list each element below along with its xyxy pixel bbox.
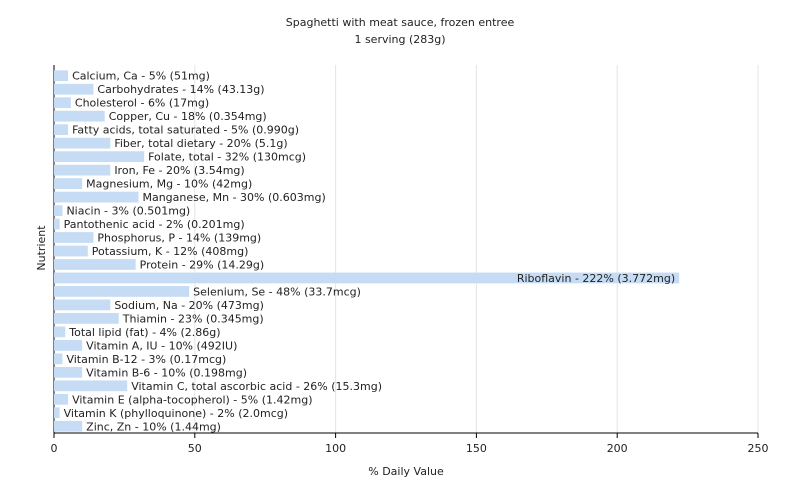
bar (54, 245, 88, 257)
bar (54, 124, 69, 136)
chart-title: Spaghetti with meat sauce, frozen entree (286, 16, 515, 29)
bar (54, 313, 119, 324)
x-tick-label: 0 (51, 442, 58, 455)
bar (54, 110, 105, 122)
data-label: Carbohydrates - 14% (43.13g) (97, 83, 264, 96)
data-label: Vitamin A, IU - 10% (492IU) (86, 339, 237, 352)
bar (54, 137, 111, 149)
data-label: Copper, Cu - 18% (0.354mg) (109, 110, 267, 123)
data-label: Thiamin - 23% (0.345mg) (122, 312, 264, 325)
bar (54, 353, 63, 365)
data-label: Vitamin K (phylloquinone) - 2% (2.0mcg) (64, 407, 288, 420)
x-tick-label: 100 (325, 442, 346, 455)
data-label: Riboflavin - 222% (3.772mg) (517, 272, 675, 285)
data-label: Vitamin E (alpha-tocopherol) - 5% (1.42m… (72, 393, 312, 406)
chart-subtitle: 1 serving (283g) (354, 33, 445, 46)
bar (54, 339, 83, 351)
data-label: Sodium, Na - 20% (473mg) (114, 299, 264, 312)
bar (54, 70, 69, 82)
data-label: Fiber, total dietary - 20% (5.1g) (114, 137, 287, 150)
bar (54, 191, 139, 203)
data-label: Potassium, K - 12% (408mg) (92, 245, 249, 258)
data-label: Phosphorus, P - 14% (139mg) (97, 232, 261, 245)
data-label: Total lipid (fat) - 4% (2.86g) (68, 326, 220, 339)
bar (54, 366, 83, 378)
bar (54, 83, 94, 95)
bar (54, 272, 680, 284)
bar (54, 299, 111, 311)
data-label: Niacin - 3% (0.501mg) (66, 205, 190, 218)
bar (54, 407, 60, 419)
x-tick-label: 200 (607, 442, 628, 455)
bar (54, 420, 83, 432)
y-axis-label: Nutrient (35, 225, 48, 271)
data-label: Pantothenic acid - 2% (0.201mg) (64, 218, 245, 231)
data-label: Folate, total - 32% (130mcg) (148, 151, 306, 164)
bar (54, 393, 69, 405)
x-tick-label: 50 (188, 442, 202, 455)
data-label: Calcium, Ca - 5% (51mg) (72, 70, 210, 83)
data-label: Vitamin B-12 - 3% (0.17mcg) (66, 353, 226, 366)
x-tick-label: 250 (748, 442, 769, 455)
data-label: Selenium, Se - 48% (33.7mcg) (193, 285, 361, 298)
data-label: Vitamin B-6 - 10% (0.198mg) (86, 366, 247, 379)
x-axis-label: % Daily Value (368, 465, 444, 478)
data-label: Vitamin C, total ascorbic acid - 26% (15… (131, 380, 382, 393)
x-tick-label: 150 (466, 442, 487, 455)
data-label: Cholesterol - 6% (17mg) (75, 97, 209, 110)
bar (54, 232, 94, 243)
bar (54, 151, 145, 163)
data-label: Zinc, Zn - 10% (1.44mg) (86, 420, 221, 433)
data-label: Manganese, Mn - 30% (0.603mg) (142, 191, 325, 204)
bar (54, 286, 190, 297)
bar (54, 97, 71, 109)
bar (54, 205, 63, 216)
bar (54, 259, 136, 270)
bar (54, 178, 83, 189)
bar (54, 218, 60, 230)
data-label: Iron, Fe - 20% (3.54mg) (114, 164, 244, 177)
bar (54, 380, 128, 392)
bar (54, 164, 111, 176)
bar (54, 326, 66, 338)
data-label: Fatty acids, total saturated - 5% (0.990… (72, 124, 299, 137)
data-label: Protein - 29% (14.29g) (140, 258, 265, 271)
data-label: Magnesium, Mg - 10% (42mg) (86, 178, 252, 191)
